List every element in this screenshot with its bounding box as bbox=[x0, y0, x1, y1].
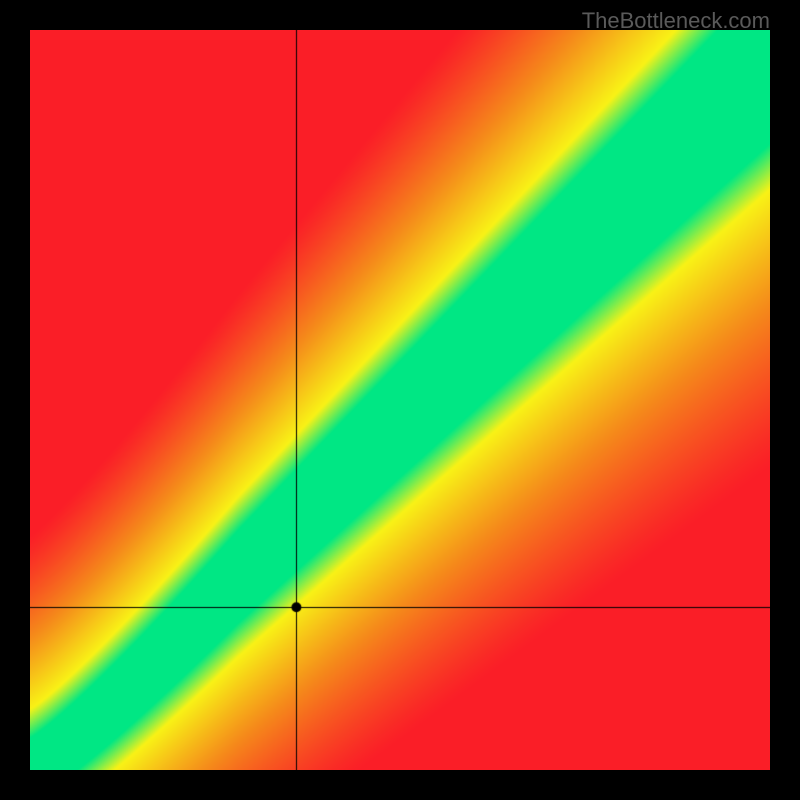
heatmap-canvas bbox=[30, 30, 770, 770]
watermark-text: TheBottleneck.com bbox=[582, 8, 770, 34]
chart-container: TheBottleneck.com bbox=[0, 0, 800, 800]
heatmap-plot bbox=[30, 30, 770, 770]
